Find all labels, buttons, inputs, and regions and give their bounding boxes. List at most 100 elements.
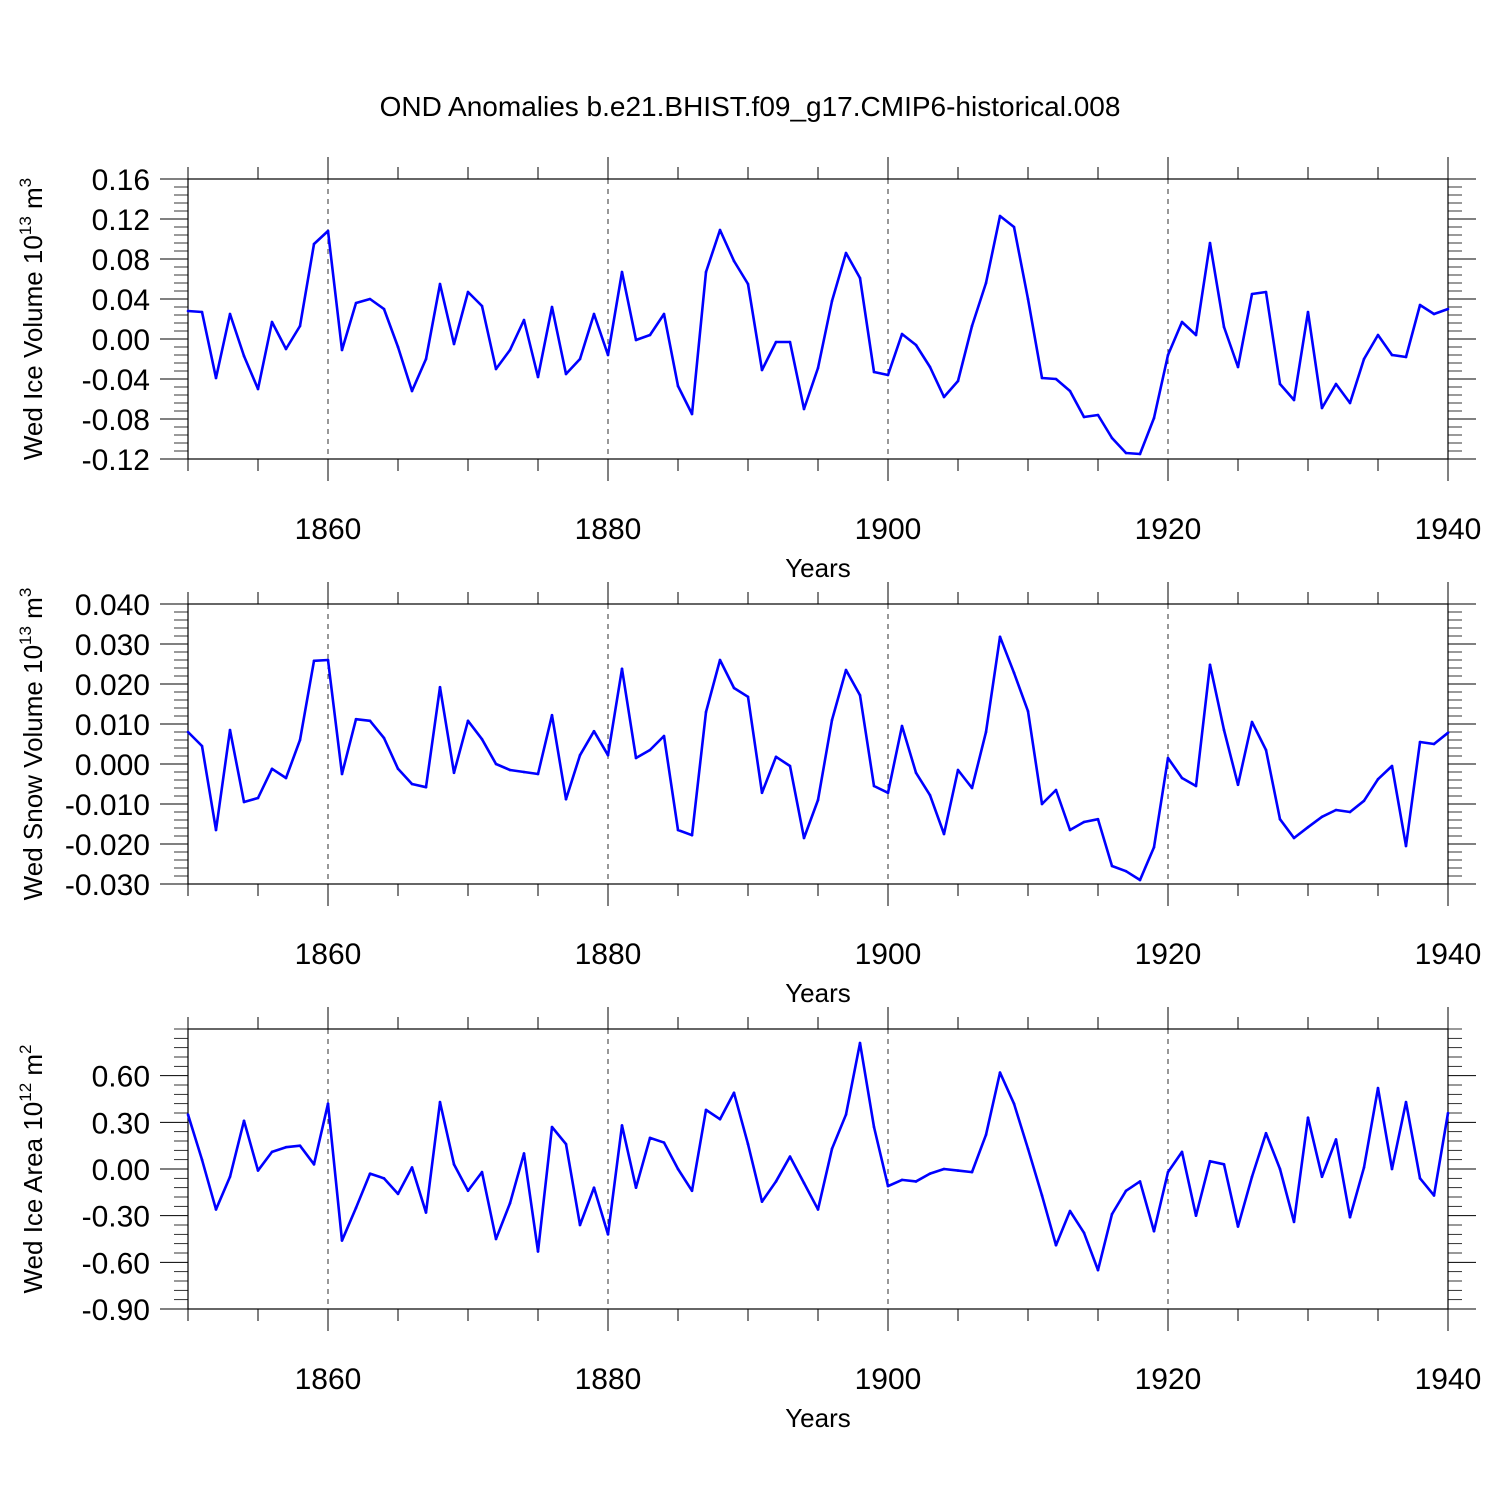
data-point [704,1108,708,1112]
data-point [242,1119,246,1123]
data-point [1320,815,1324,819]
data-point [844,251,848,255]
data-point [1278,382,1282,386]
x-tick-label: 1900 [855,938,922,971]
data-point [1390,353,1394,357]
data-point [984,281,988,285]
data-point [298,1144,302,1147]
data-point [1152,1229,1156,1233]
data-point [298,738,302,742]
data-point [942,395,946,399]
data-point [312,659,316,663]
data-point [1026,1147,1030,1151]
y-tick-label: -0.12 [82,444,150,477]
data-point [410,389,414,393]
data-point [1180,320,1184,324]
data-point [592,1186,596,1189]
data-point [1264,1131,1268,1135]
data-point [578,1223,582,1227]
data-point [788,340,792,344]
data-point [564,1142,568,1146]
series-line-1 [187,214,1449,456]
data-point [536,375,540,379]
data-point [1250,292,1254,296]
data-point [550,1125,554,1129]
data-point [718,1117,722,1121]
data-point [662,312,666,316]
data-point [452,1163,456,1166]
data-point [1306,1116,1310,1119]
data-point [1320,406,1324,410]
data-point [382,736,386,740]
data-point [1124,869,1128,873]
data-point [1138,452,1142,456]
y-axis-label-unit-exponent: 2 [16,1044,35,1053]
data-point [508,1201,512,1205]
data-point [1180,1150,1184,1154]
plot-frame [187,178,1449,460]
data-point [1236,1225,1240,1228]
y-axis-label-text: Wed Ice Area 10 [18,1102,48,1294]
data-point [1404,844,1408,848]
y-axis-label-unit: m [18,1054,48,1083]
data-point [354,301,358,305]
data-point [690,412,694,416]
x-axis-label: Years [785,1403,851,1433]
data-point [1376,1086,1380,1090]
x-tick-label: 1940 [1415,513,1482,546]
data-point [1096,413,1100,417]
y-axis-label: Wed Snow Volume 1013 m3 [16,588,48,901]
data-point [368,719,372,723]
data-point [1096,817,1100,821]
y-tick-label: 0.00 [92,324,150,357]
data-point [704,270,708,274]
data-point [676,828,680,832]
data-point [1138,1180,1142,1183]
data-point [298,324,302,328]
data-point [480,304,484,308]
data-point [788,764,792,768]
data-point [1054,377,1058,381]
y-axis-label-exponent: 13 [16,216,35,235]
data-point [494,1237,498,1241]
data-point [354,1206,358,1210]
y-tick-label: 0.30 [92,1107,150,1140]
y-tick-label: 0.020 [75,669,150,702]
data-point [1166,353,1170,357]
data-point [928,1172,932,1175]
data-point [494,367,498,371]
data-point [564,372,568,376]
data-point [648,1136,652,1140]
data-point [998,635,1002,639]
data-point [452,771,456,775]
data-point [1446,1111,1450,1115]
data-point [522,318,526,322]
data-point [858,693,862,697]
data-point [1124,451,1128,455]
data-point [312,1163,316,1166]
data-point [312,242,316,246]
data-point [1194,333,1198,337]
panels: 1860 1880 1900 1920 1940-0.12-0.08-0.040.000… [16,157,1481,1433]
y-axis-label-exponent: 12 [16,1083,35,1102]
y-tick-label: 0.12 [92,204,150,237]
x-tick-label: 1880 [575,513,642,546]
data-point [690,833,694,837]
data-point [1376,777,1380,781]
data-point [844,1113,848,1116]
data-point [424,357,428,361]
data-point [284,347,288,351]
data-point [1278,817,1282,821]
x-tick-label: 1860 [295,1363,362,1396]
data-point [354,717,358,721]
y-axis-label: Wed Ice Volume 1013 m3 [16,178,48,460]
y-tick-label: -0.030 [65,869,150,902]
data-point [746,1142,750,1146]
data-point [998,1071,1002,1074]
data-point [1306,825,1310,829]
data-point [438,282,442,286]
data-point [438,1100,442,1104]
data-point [1012,225,1016,229]
data-point [1208,663,1212,667]
